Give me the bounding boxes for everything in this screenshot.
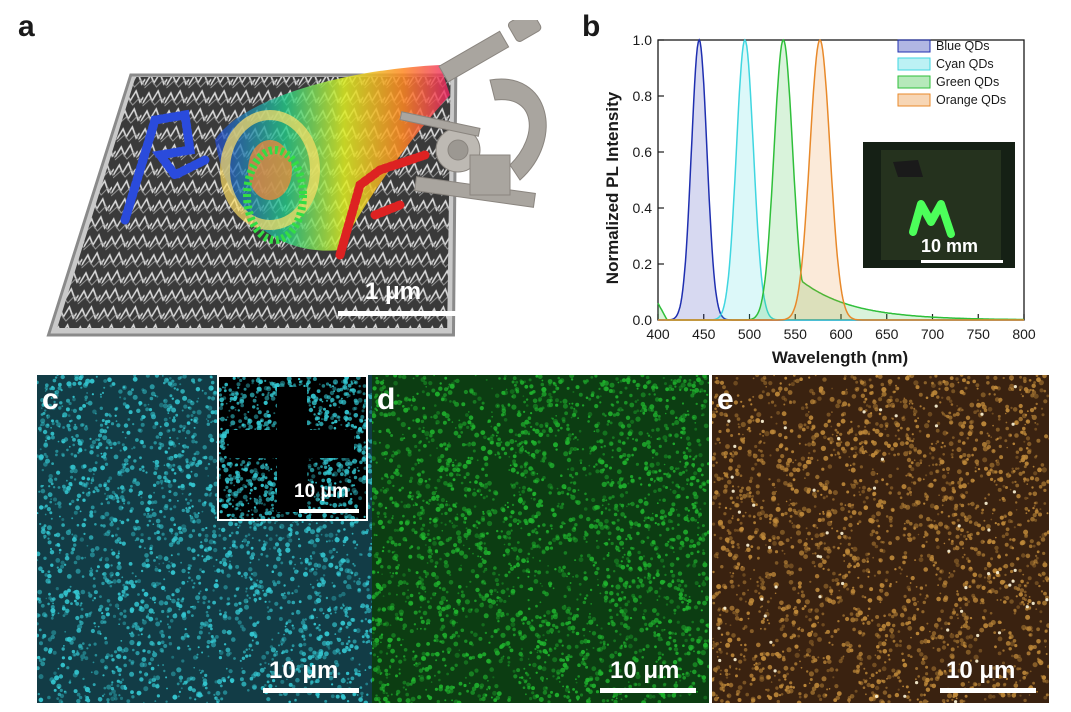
micrograph-d: d 10 μm	[372, 375, 709, 703]
scale-bar-a	[338, 311, 460, 316]
plot-area: 400 450 500 550 600 650 700 750 800 0.0 0.2 0.4 0.6 0…	[633, 32, 1036, 342]
panel-label-c: c	[42, 383, 59, 416]
y-tick-label: 0.4	[633, 200, 653, 216]
panel-label-b: b	[582, 10, 601, 43]
panel-label-e: e	[717, 383, 734, 416]
cross-pattern-bar	[229, 430, 354, 458]
panel-label-a: a	[18, 10, 35, 43]
x-tick-label: 750	[967, 326, 991, 342]
scale-label-d: 10 μm	[610, 657, 680, 684]
series-fill	[658, 40, 1024, 320]
x-tick-label: 550	[784, 326, 808, 342]
scale-label-a: 1 μm	[365, 278, 422, 305]
y-tick-label: 0.2	[633, 256, 653, 272]
legend-label: Cyan QDs	[936, 57, 994, 71]
legend-label: Blue QDs	[936, 39, 990, 53]
x-tick-label: 500	[738, 326, 762, 342]
x-tick-label: 650	[875, 326, 899, 342]
scale-label-c: 10 μm	[269, 657, 339, 684]
microscope-icon	[399, 10, 547, 208]
legend-swatch	[897, 75, 931, 89]
scale-label-c-inset: 10 μm	[294, 481, 349, 502]
scale-bar-e	[940, 688, 1036, 693]
x-tick-label: 800	[1012, 326, 1036, 342]
y-tick-label: 0.0	[633, 312, 653, 328]
y-tick-label: 0.8	[633, 88, 653, 104]
scale-label-b-inset: 10 mm	[921, 236, 979, 256]
x-tick-label: 400	[646, 326, 670, 342]
pl-spectrum-chart: 400 450 500 550 600 650 700 750 800 0.0 0.2 0.4 0.6 0…	[603, 32, 1036, 367]
y-tick-label: 0.6	[633, 144, 653, 160]
chart-legend: Blue QDs Cyan QDs Green QDs Orange QDs	[897, 39, 1006, 107]
inset-photo-b: 10 mm	[863, 142, 1015, 268]
legend-label: Orange QDs	[936, 93, 1006, 107]
legend-swatch	[897, 39, 931, 53]
panel-label-d: d	[377, 383, 396, 416]
legend-swatch	[897, 57, 931, 71]
scale-bar-c	[263, 688, 359, 693]
legend-swatch	[897, 93, 931, 107]
micrograph-c: 10 μm c 10 μm	[37, 375, 374, 703]
x-tick-label: 700	[921, 326, 945, 342]
sem-substrate-graphic	[46, 10, 547, 337]
scale-bar-c-inset	[299, 509, 359, 513]
series-line	[658, 38, 1024, 321]
micrograph-c-inset: 10 μm	[217, 375, 368, 521]
sem-illustration: 1 μm	[40, 10, 560, 360]
x-tick-label: 450	[692, 326, 716, 342]
y-tick-label: 1.0	[633, 32, 653, 48]
scale-bar-d	[600, 688, 696, 693]
micrograph-e: e 10 μm	[712, 375, 1049, 703]
x-axis-title: Wavelength (nm)	[772, 348, 908, 367]
scale-bar-b-inset	[921, 260, 1003, 263]
y-axis-title: Normalized PL Intensity	[603, 91, 622, 284]
scale-label-e: 10 μm	[946, 657, 1016, 684]
legend-label: Green QDs	[936, 75, 999, 89]
series-fill	[658, 40, 1024, 320]
x-tick-label: 600	[829, 326, 853, 342]
